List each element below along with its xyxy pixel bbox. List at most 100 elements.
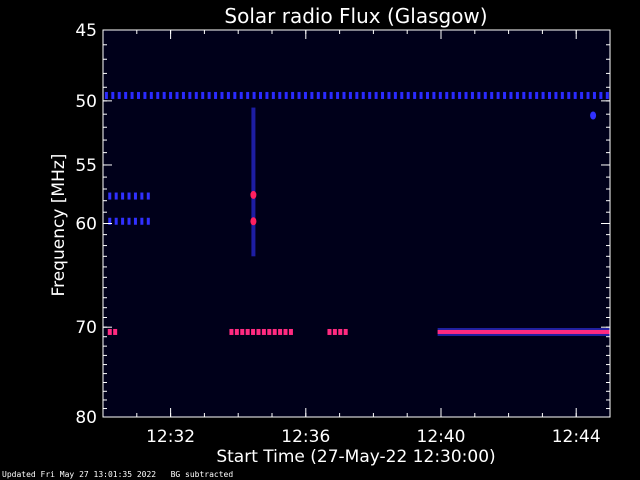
feature-burst-70-5-mid-mark <box>272 328 277 335</box>
feature-dotted-band-mark <box>554 91 558 99</box>
feature-dotted-band <box>104 91 609 99</box>
feature-dotted-band-mark <box>214 91 218 99</box>
plot-background <box>103 30 610 417</box>
feature-dotted-band-mark <box>181 91 185 99</box>
feature-dotted-band-mark <box>400 91 404 99</box>
feature-short-band-57-6-mark <box>121 192 125 200</box>
y-tick-label: 60 <box>75 215 97 235</box>
feature-dotted-band-mark <box>483 91 487 99</box>
updated-timestamp: Updated Fri May 27 13:01:35 2022 <box>2 470 157 479</box>
x-tick-label: 12:44 <box>552 427 601 447</box>
feature-short-band-59-8-mark <box>146 217 150 225</box>
feature-burst-70-5-early-mark <box>113 328 118 335</box>
feature-dotted-band-mark <box>451 91 455 99</box>
feature-dotted-band-mark <box>336 91 340 99</box>
feature-dotted-band-mark <box>207 91 211 99</box>
feature-dotted-band-mark <box>515 91 519 99</box>
feature-burst-70-5-mid-mark <box>261 328 266 335</box>
feature-dotted-band-mark <box>470 91 474 99</box>
feature-dotted-band-mark <box>381 91 385 99</box>
feature-burst-70-5-late-mark <box>327 328 332 335</box>
feature-dotted-band-mark <box>490 91 494 99</box>
bg-note: BG subtracted <box>170 470 234 479</box>
y-tick-label: 80 <box>75 408 97 428</box>
feature-dotted-band-mark <box>323 91 327 99</box>
feature-dotted-band-mark <box>310 91 314 99</box>
feature-dotted-band-mark <box>130 91 134 99</box>
feature-dotted-band-mark <box>149 91 153 99</box>
feature-dotted-band-mark <box>252 91 256 99</box>
feature-burst-70-5-early-mark <box>107 328 112 335</box>
feature-dotted-band-mark <box>348 91 352 99</box>
feature-burst-70-5-mid-mark <box>288 328 293 335</box>
feature-dotted-band-mark <box>124 91 128 99</box>
feature-dotted-band-mark <box>297 91 301 99</box>
feature-dotted-band-mark <box>156 91 160 99</box>
feature-dotted-band-mark <box>278 91 282 99</box>
feature-spot-51 <box>590 111 597 120</box>
feature-short-band-57-6-mark <box>133 192 137 200</box>
feature-dotted-band-mark <box>303 91 307 99</box>
feature-dotted-band-mark <box>233 91 237 99</box>
feature-dotted-band-mark <box>342 91 346 99</box>
feature-dotted-band-mark <box>194 91 198 99</box>
feature-short-band-59-8-mark <box>133 217 137 225</box>
feature-dotted-band-mark <box>355 91 359 99</box>
feature-dotted-band-mark <box>535 91 539 99</box>
feature-dotted-band-mark <box>496 91 500 99</box>
feature-dotted-band-mark <box>284 91 288 99</box>
feature-dotted-band-mark <box>464 91 468 99</box>
feature-dotted-band-mark <box>175 91 179 99</box>
y-axis-label: Frequency [MHz] <box>49 154 69 297</box>
feature-burst-70-5-late-mark <box>338 328 343 335</box>
feature-dotted-band-mark <box>406 91 410 99</box>
feature-dotted-band-mark <box>458 91 462 99</box>
feature-dotted-band-mark <box>239 91 243 99</box>
chart-title: Solar radio Flux (Glasgow) <box>224 4 487 28</box>
feature-dotted-band-mark <box>432 91 436 99</box>
feature-burst-70-5-mid-mark <box>229 328 234 335</box>
y-tick-label: 70 <box>75 318 97 338</box>
feature-burst-70-5-mid-mark <box>251 328 256 335</box>
feature-burst-70-5-late-mark <box>343 328 348 335</box>
feature-dotted-band-mark <box>374 91 378 99</box>
feature-dotted-band-mark <box>136 91 140 99</box>
feature-burst-70-5-mid-mark <box>283 328 288 335</box>
feature-short-band-59-8-mark <box>127 217 131 225</box>
feature-dotted-band-mark <box>413 91 417 99</box>
feature-short-band-57-6-mark <box>140 192 144 200</box>
feature-dotted-band-mark <box>503 91 507 99</box>
feature-dotted-band-mark <box>419 91 423 99</box>
data-features <box>104 91 610 336</box>
feature-short-band-57-6-mark <box>146 192 150 200</box>
feature-dotted-band-mark <box>259 91 263 99</box>
feature-dotted-band-mark <box>393 91 397 99</box>
feature-dotted-band-mark <box>599 91 603 99</box>
feature-dotted-band-mark <box>104 91 108 99</box>
feature-short-band-59-8-mark <box>121 217 125 225</box>
feature-burst-70-5-mid <box>229 328 293 335</box>
footer: Updated Fri May 27 13:01:35 2022 BG subt… <box>2 470 233 479</box>
feature-dotted-band-mark <box>265 91 269 99</box>
feature-short-band-59-8-mark <box>114 217 118 225</box>
feature-dotted-band-mark <box>541 91 545 99</box>
feature-dotted-band-mark <box>477 91 481 99</box>
feature-burst-70-5-mid-mark <box>240 328 245 335</box>
y-axis: 45 50 55 60 70 80 <box>75 21 610 428</box>
feature-short-band-57-6-mark <box>114 192 118 200</box>
feature-dotted-band-mark <box>188 91 192 99</box>
feature-short-band-57-6-mark <box>127 192 131 200</box>
feature-burst-70-5-mid-mark <box>234 328 239 335</box>
feature-burst-70-5-mid-mark <box>278 328 283 335</box>
feature-short-band-59-8 <box>108 217 150 225</box>
feature-dotted-band-mark <box>573 91 577 99</box>
feature-burst-70-5-late-mark <box>332 328 337 335</box>
feature-dotted-band-mark <box>316 91 320 99</box>
feature-dotted-band-mark <box>387 91 391 99</box>
feature-short-band-59-8-mark <box>140 217 144 225</box>
x-axis-label: Start Time (27-May-22 12:30:00) <box>216 447 495 467</box>
x-tick-label: 12:36 <box>281 427 330 447</box>
x-axis: 12:32 12:36 12:40 12:44 <box>102 30 611 447</box>
feature-dotted-band-mark <box>445 91 449 99</box>
